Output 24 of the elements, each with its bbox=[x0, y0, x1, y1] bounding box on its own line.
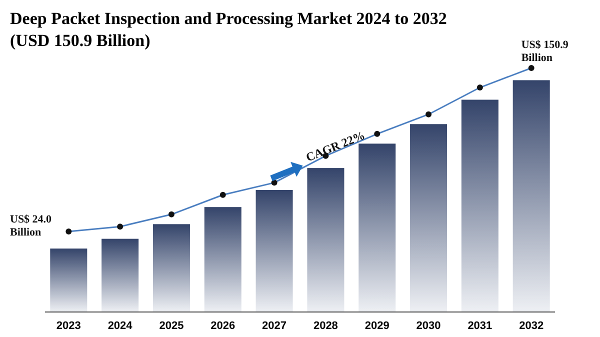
bar bbox=[50, 248, 88, 312]
chart-title: Deep Packet Inspection and Processing Market 2024 to 2032 bbox=[10, 9, 447, 28]
bar bbox=[256, 190, 293, 312]
x-tick-label: 2029 bbox=[364, 320, 390, 332]
x-tick-label: 2030 bbox=[416, 320, 441, 332]
bar bbox=[204, 207, 242, 312]
x-tick-label: 2024 bbox=[108, 320, 134, 332]
annotation: CAGR 22% bbox=[304, 128, 367, 164]
x-tick-label: 2026 bbox=[210, 320, 236, 332]
x-tick-label: 2025 bbox=[159, 320, 184, 332]
bar bbox=[410, 124, 448, 312]
x-tick-label: 2032 bbox=[519, 320, 544, 332]
bar bbox=[307, 168, 344, 312]
bar bbox=[152, 224, 190, 312]
bar bbox=[102, 238, 139, 312]
x-tick-label: 2031 bbox=[468, 320, 492, 332]
annotation: US$ 24.0 Billion bbox=[10, 214, 52, 239]
x-tick-label: 2023 bbox=[56, 320, 81, 332]
chart-subtitle: (USD 150.9 Billion) bbox=[10, 31, 150, 50]
annotation: US$ 150.9 Billion bbox=[521, 39, 569, 64]
x-tick-label: 2028 bbox=[313, 320, 338, 332]
bar bbox=[512, 80, 550, 312]
bar bbox=[461, 100, 498, 312]
x-tick-label: 2027 bbox=[262, 320, 287, 332]
